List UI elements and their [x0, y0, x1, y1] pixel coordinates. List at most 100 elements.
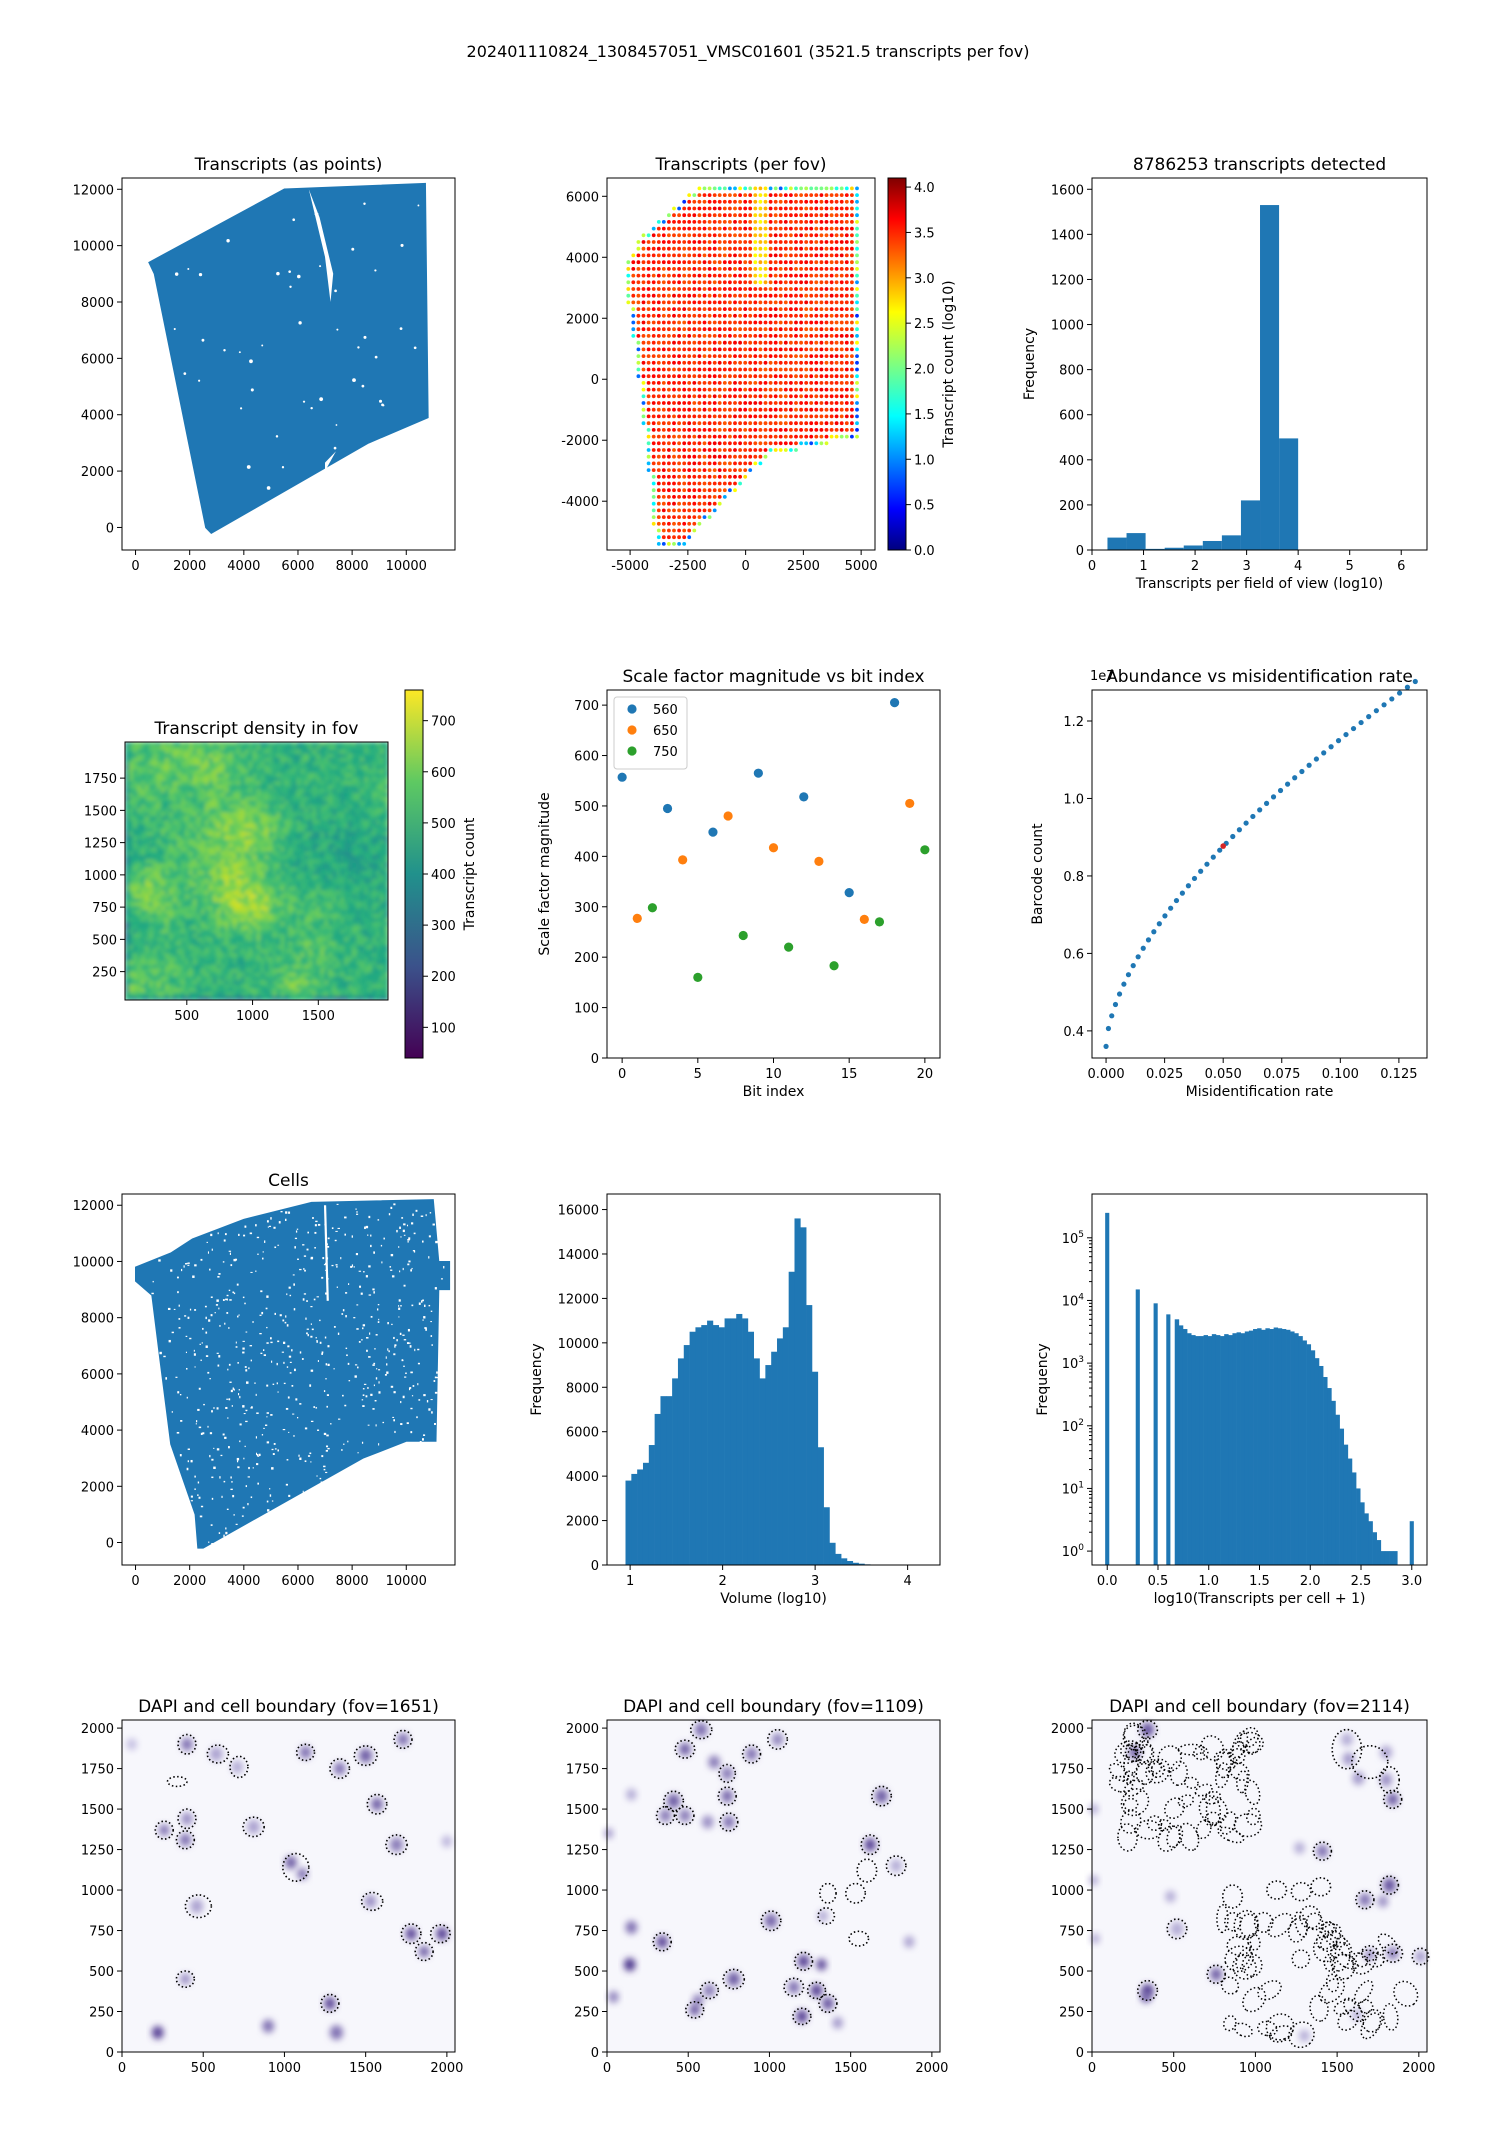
- heatmap-cell: [272, 855, 278, 860]
- fov-point: [702, 407, 707, 412]
- heatmap-cell: [236, 843, 242, 849]
- heatmap-cell: [276, 929, 281, 935]
- heatmap-cell: [212, 984, 218, 989]
- heatmap-cell: [200, 898, 206, 903]
- fov-point: [636, 273, 641, 278]
- heatmap-cell: [168, 742, 174, 747]
- heatmap-cell: [272, 820, 278, 825]
- heatmap-cell: [220, 777, 226, 782]
- heatmap-cell: [212, 742, 218, 747]
- heatmap-cell: [196, 796, 202, 802]
- fov-point: [677, 387, 681, 392]
- heatmap-cell: [176, 968, 182, 974]
- heatmap-cell: [132, 925, 138, 931]
- heatmap-cell: [228, 996, 234, 1000]
- heatmap-cell: [236, 933, 242, 939]
- heatmap-cell: [252, 992, 258, 997]
- fov-point: [733, 394, 737, 399]
- heatmap-cell: [220, 831, 226, 837]
- heatmap-cell: [125, 937, 130, 942]
- heatmap-cell: [232, 871, 238, 876]
- heatmap-cell: [184, 953, 190, 958]
- fov-point: [733, 488, 737, 493]
- fov-point: [804, 260, 809, 265]
- fov-point: [778, 347, 783, 352]
- heatmap-cell: [192, 835, 198, 841]
- heatmap-cell: [256, 925, 262, 931]
- fov-point: [672, 521, 676, 526]
- heatmap-cell: [128, 867, 134, 872]
- heatmap-cell: [284, 847, 289, 853]
- fov-point: [733, 468, 737, 472]
- y-tick-label: 400: [1059, 454, 1084, 469]
- fov-point: [763, 246, 768, 251]
- fov-point: [738, 287, 742, 291]
- heatmap-cell: [236, 957, 242, 962]
- fov-point: [850, 213, 854, 218]
- heatmap-cell: [156, 831, 162, 837]
- heatmap-cell: [180, 886, 186, 892]
- heatmap-cell: [200, 769, 206, 774]
- tissue-hole: [298, 321, 302, 325]
- fov-point: [661, 354, 666, 358]
- heatmap-cell: [188, 972, 194, 978]
- fov-point: [855, 347, 859, 352]
- heatmap-cell: [244, 890, 250, 896]
- heatmap-cell: [252, 859, 258, 864]
- heatmap-cell: [152, 777, 158, 782]
- fov-point: [717, 280, 722, 285]
- heatmap-cell: [152, 957, 158, 962]
- heatmap-cell: [164, 984, 170, 989]
- fov-point: [646, 401, 651, 405]
- heatmap-cell: [208, 761, 214, 767]
- fov-point: [738, 320, 742, 325]
- fov-point: [641, 253, 646, 258]
- heatmap-cell: [276, 855, 281, 860]
- heatmap-cell: [200, 745, 206, 751]
- fov-point: [682, 481, 687, 486]
- fov-point: [814, 273, 819, 278]
- fov-point: [773, 280, 778, 285]
- heatmap-cell: [208, 820, 214, 825]
- fov-point: [677, 267, 681, 271]
- heatmap-cell: [220, 847, 226, 853]
- heatmap-cell: [140, 929, 146, 935]
- heatmap-cell: [216, 882, 222, 888]
- fov-point: [722, 434, 727, 439]
- fov-point: [687, 535, 692, 540]
- heatmap-cell: [156, 828, 162, 833]
- heatmap-cell: [176, 917, 182, 923]
- heatmap-cell: [184, 972, 190, 978]
- heatmap-cell: [136, 894, 142, 899]
- heatmap-cell: [300, 777, 305, 782]
- heatmap-cell: [172, 847, 178, 853]
- heatmap-cell: [144, 898, 150, 903]
- heatmap-cell: [252, 933, 258, 939]
- heatmap-cell: [284, 769, 289, 774]
- fov-point: [717, 360, 722, 365]
- heatmap-cell: [272, 761, 278, 767]
- heatmap-cell: [168, 906, 174, 911]
- heatmap-cell: [192, 831, 198, 837]
- heatmap-cell: [288, 831, 293, 837]
- heatmap-cell: [144, 933, 150, 939]
- fov-point: [758, 253, 763, 258]
- heatmap-cell: [144, 992, 150, 997]
- fov-point: [707, 233, 712, 238]
- heatmap-cell: [264, 761, 270, 767]
- fov-point: [794, 401, 798, 405]
- heatmap-cell: [212, 831, 218, 837]
- fov-point: [743, 374, 748, 379]
- heatmap-cell: [248, 745, 254, 751]
- fov-point: [728, 347, 732, 352]
- fov-point: [692, 293, 697, 298]
- heatmap-cell: [284, 781, 289, 786]
- heatmap-cell: [160, 917, 166, 923]
- fov-point: [743, 327, 748, 332]
- heatmap-cell: [296, 843, 301, 849]
- heatmap-cell: [248, 878, 254, 884]
- heatmap-cell: [236, 796, 242, 802]
- fov-point: [707, 421, 712, 426]
- fov-point: [794, 206, 798, 211]
- heatmap-cell: [264, 745, 270, 751]
